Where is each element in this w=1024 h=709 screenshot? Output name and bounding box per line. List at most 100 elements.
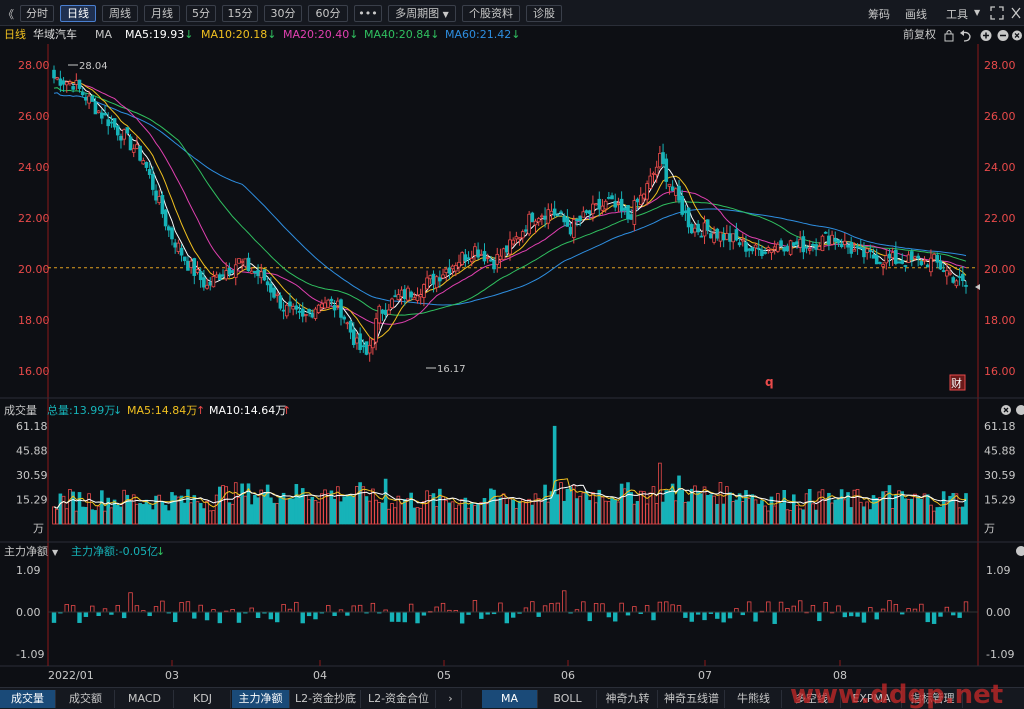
zoom-out-icon[interactable]	[997, 30, 1009, 41]
volume-bar	[332, 498, 337, 525]
period-15min-button[interactable]: 15分	[222, 5, 258, 22]
q-marker[interactable]: q	[765, 375, 774, 389]
lock-icon[interactable]	[944, 30, 954, 42]
volume-close-icon[interactable]	[1001, 405, 1011, 415]
volume-bar	[811, 503, 815, 525]
period-daily-button[interactable]: 日线	[60, 5, 96, 22]
tools-dropdown-icon[interactable]: ▼	[974, 8, 981, 17]
multi-period-label: 多周期图	[395, 7, 440, 20]
period-30min-button[interactable]: 30分	[264, 5, 302, 22]
volume-bar	[603, 500, 608, 525]
volume-bar	[154, 495, 158, 525]
volume-ma-lines	[53, 478, 967, 509]
volume-bar	[776, 493, 780, 525]
candle-body	[246, 257, 251, 272]
tab-indicator-0[interactable]: 成交量	[0, 690, 56, 708]
chevron-down-icon: ▼	[442, 10, 449, 19]
candle-body	[830, 234, 834, 245]
flow-bar	[791, 605, 797, 613]
diagnose-button[interactable]: 诊股	[526, 5, 562, 22]
flow-title[interactable]: 主力净额	[4, 544, 48, 558]
candle-body	[170, 227, 174, 240]
candle-body	[629, 214, 633, 220]
volume-bar	[96, 505, 101, 525]
volume-bar	[916, 496, 920, 525]
candle-body	[632, 200, 637, 225]
flow-tick-left: -1.09	[16, 648, 44, 661]
candle-body	[348, 320, 353, 333]
volume-bar	[192, 495, 197, 525]
tab-indicator-5[interactable]: L2-资金抄底	[291, 690, 361, 708]
candle-body	[80, 91, 85, 96]
tab-indicator-6[interactable]: L2-资金合位	[362, 690, 436, 708]
tab-scroll-right-icon[interactable]: ›	[440, 690, 462, 708]
close-icon[interactable]	[1010, 6, 1022, 20]
flow-bar	[96, 611, 101, 616]
price-tick-right: 22.00	[984, 212, 1016, 225]
volume-bar	[696, 491, 700, 525]
financial-marker[interactable]: 财	[951, 376, 962, 390]
stock-name[interactable]: 华域汽车	[33, 28, 77, 41]
tab-indicator-4[interactable]: 主力净额	[232, 690, 290, 708]
collapse-left-icon[interactable]: 《	[3, 8, 14, 21]
tab-overlay-1[interactable]: BOLL	[539, 690, 597, 708]
tab-overlay-4[interactable]: 牛熊线	[726, 690, 782, 708]
candle-body	[543, 215, 547, 220]
flow-bar	[562, 590, 567, 613]
stock-info-button[interactable]: 个股资料	[462, 5, 520, 22]
flow-dropdown-icon[interactable]: ▼	[52, 548, 59, 557]
tab-overlay-6[interactable]: EXPMA	[842, 690, 902, 708]
period-60min-button[interactable]: 60分	[308, 5, 348, 22]
indicator-tab-bar: 成交量 成交额 MACD KDJ 主力净额 L2-资金抄底 L2-资金合位 › MA BOLL 神奇…	[0, 680, 1024, 709]
fullscreen-icon[interactable]	[990, 6, 1004, 20]
candle-body	[415, 295, 420, 301]
volume-bar	[348, 494, 353, 525]
candle-body	[619, 198, 624, 212]
volume-bar	[61, 495, 66, 525]
flow-settings-icon[interactable]	[1016, 546, 1024, 556]
volume-bar	[367, 500, 372, 525]
period-5min-button[interactable]: 5分	[186, 5, 216, 22]
ma-label[interactable]: MA	[95, 28, 113, 41]
more-periods-button[interactable]: •••	[354, 5, 382, 22]
draw-line-button[interactable]: 画线	[905, 8, 927, 21]
tab-overlay-5[interactable]: 多空线	[783, 690, 841, 708]
period-minute-button[interactable]: 分时	[20, 5, 54, 22]
candle-body	[718, 231, 723, 242]
undo-icon[interactable]	[960, 30, 971, 42]
multi-period-dropdown[interactable]: 多周期图 ▼	[388, 5, 456, 22]
period-weekly-button[interactable]: 周线	[102, 5, 138, 22]
tab-indicator-1[interactable]: 成交额	[57, 690, 115, 708]
tab-overlay-7[interactable]: 指标管理	[903, 690, 963, 708]
tab-indicator-2[interactable]: MACD	[116, 690, 174, 708]
x-tick-label: 04	[313, 669, 327, 682]
volume-bar	[390, 503, 394, 525]
flow-bar	[657, 601, 663, 613]
chart-area[interactable]: 28.00 28.00 26.00 26.00 24.00 24.00 22.00 22.00…	[0, 44, 1024, 687]
volume-bar	[562, 500, 567, 525]
tab-overlay-0[interactable]: MA	[482, 690, 538, 708]
ma40-value: MA40:20.84↓	[364, 26, 439, 44]
chips-button[interactable]: 筹码	[868, 8, 890, 21]
candle-body	[345, 322, 350, 325]
candle-body	[792, 242, 796, 246]
candle-body	[769, 249, 774, 253]
low-price-label: 16.17	[437, 364, 466, 375]
tools-button[interactable]: 工具	[946, 8, 968, 21]
candle-body	[198, 271, 203, 281]
volume-title[interactable]: 成交量	[4, 403, 37, 417]
close-icon[interactable]	[1012, 30, 1022, 41]
volume-bar	[651, 486, 656, 525]
tab-indicator-3[interactable]: KDJ	[175, 690, 231, 708]
candle-body	[61, 80, 66, 85]
tab-overlay-3[interactable]: 神奇五线谱	[659, 690, 725, 708]
adjust-mode-button[interactable]: 前复权	[903, 28, 936, 41]
period-monthly-button[interactable]: 月线	[144, 5, 180, 22]
flow-bar	[919, 603, 924, 613]
flow-bar	[121, 611, 127, 619]
tab-overlay-2[interactable]: 神奇九转	[598, 690, 658, 708]
volume-bar	[683, 501, 688, 525]
zoom-in-icon[interactable]	[980, 30, 992, 41]
flow-tick-left: 1.09	[16, 564, 41, 577]
volume-settings-icon[interactable]	[1016, 405, 1024, 415]
